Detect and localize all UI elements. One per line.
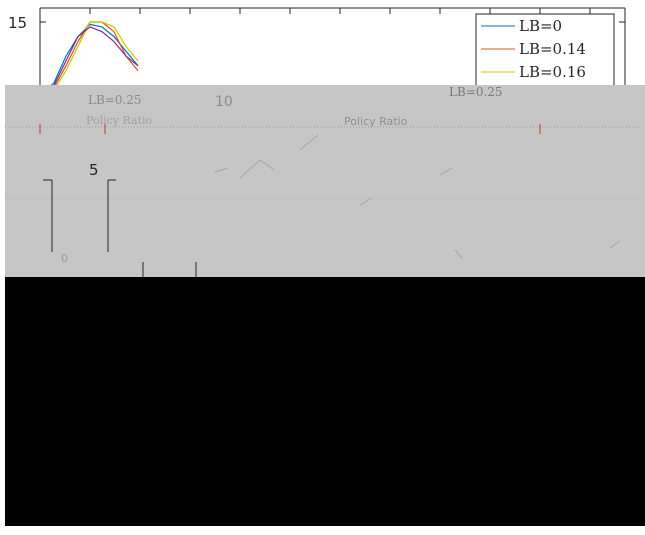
legend: LB=0 LB=0.14 LB=0.16 xyxy=(475,13,615,87)
legend-items: LB=0 LB=0.14 LB=0.16 xyxy=(481,17,586,81)
zero-y-tick-label: 0 xyxy=(61,252,68,265)
series-group xyxy=(41,21,139,96)
axis-phrase-center: Policy Ratio xyxy=(344,115,408,128)
gray-panel: LB=0.25 LB=0.25 10 Policy Ratio Policy R… xyxy=(5,85,645,277)
legend-label-1: LB=0.14 xyxy=(519,40,586,58)
series-line-3 xyxy=(41,26,139,96)
top-axes: 15 xyxy=(8,7,626,85)
series-line-2 xyxy=(41,21,139,96)
axis-phrase-left: Policy Ratio xyxy=(86,114,153,127)
mid-y-tick-label: 10 xyxy=(215,94,233,110)
gray-panel-bg xyxy=(5,85,645,277)
series-line-0 xyxy=(41,23,139,95)
legend-label-2: LB=0.16 xyxy=(519,63,586,81)
panel-lb-label: LB=0.25 xyxy=(88,93,142,107)
black-block xyxy=(5,277,645,526)
y-tick-label-15: 15 xyxy=(8,14,27,32)
low-y-tick-label: 5 xyxy=(89,161,99,179)
faint-marks xyxy=(214,134,621,259)
legend-label-0: LB=0 xyxy=(519,17,562,35)
right-lb-label: LB=0.25 xyxy=(449,85,503,99)
